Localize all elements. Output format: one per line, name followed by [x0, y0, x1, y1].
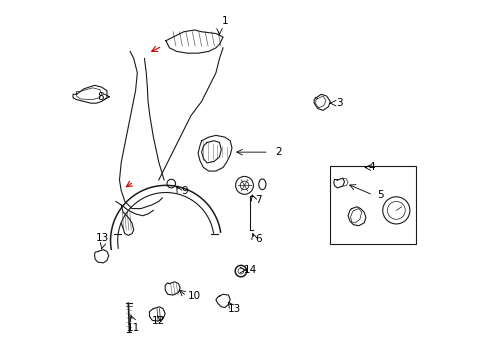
- Text: 10: 10: [187, 291, 201, 301]
- Text: 3: 3: [335, 98, 342, 108]
- Text: 13: 13: [227, 304, 241, 314]
- Text: 7: 7: [254, 195, 261, 204]
- Text: 5: 5: [377, 190, 384, 200]
- Text: 9: 9: [181, 186, 187, 197]
- Text: 6: 6: [255, 234, 262, 244]
- Text: 13: 13: [96, 233, 109, 243]
- Text: 14: 14: [244, 265, 257, 275]
- Text: 11: 11: [126, 323, 140, 333]
- Text: 12: 12: [151, 316, 164, 326]
- Bar: [329, 166, 415, 244]
- Text: 1: 1: [221, 16, 228, 26]
- Text: 8: 8: [98, 92, 104, 102]
- Text: 2: 2: [275, 147, 281, 157]
- Text: 4: 4: [367, 162, 374, 172]
